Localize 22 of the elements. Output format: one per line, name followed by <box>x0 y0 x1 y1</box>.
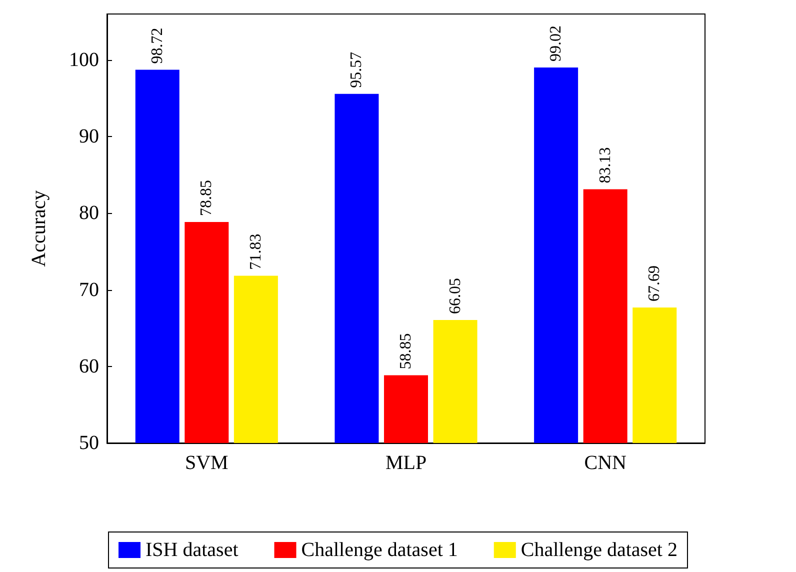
y-axis-title: Accuracy <box>28 190 50 267</box>
y-tick-label: 100 <box>69 48 99 71</box>
data-label: 78.85 <box>198 180 216 216</box>
data-label: 58.85 <box>398 333 414 370</box>
data-label: 99.02 <box>548 25 565 62</box>
legend-label: ISH dataset <box>146 539 239 561</box>
legend-label: Challenge dataset 2 <box>520 539 678 561</box>
y-tick-label: 70 <box>79 278 99 301</box>
y-tick-label: 60 <box>79 355 99 378</box>
data-label: 67.69 <box>646 265 664 302</box>
x-tick-label: SVM <box>184 452 229 474</box>
x-tick-label: CNN <box>584 452 626 474</box>
y-tick-label: 90 <box>79 126 99 148</box>
data-label: 71.83 <box>247 234 264 270</box>
data-label: 98.72 <box>148 28 166 64</box>
y-tick-label: 50 <box>79 432 99 454</box>
data-label: 95.57 <box>348 52 366 88</box>
x-tick-label: MLP <box>385 452 427 474</box>
y-tick-label: 80 <box>79 202 99 224</box>
legend-label: Challenge dataset 1 <box>301 539 458 561</box>
data-label: 83.13 <box>596 147 614 184</box>
data-label: 66.05 <box>446 278 464 314</box>
